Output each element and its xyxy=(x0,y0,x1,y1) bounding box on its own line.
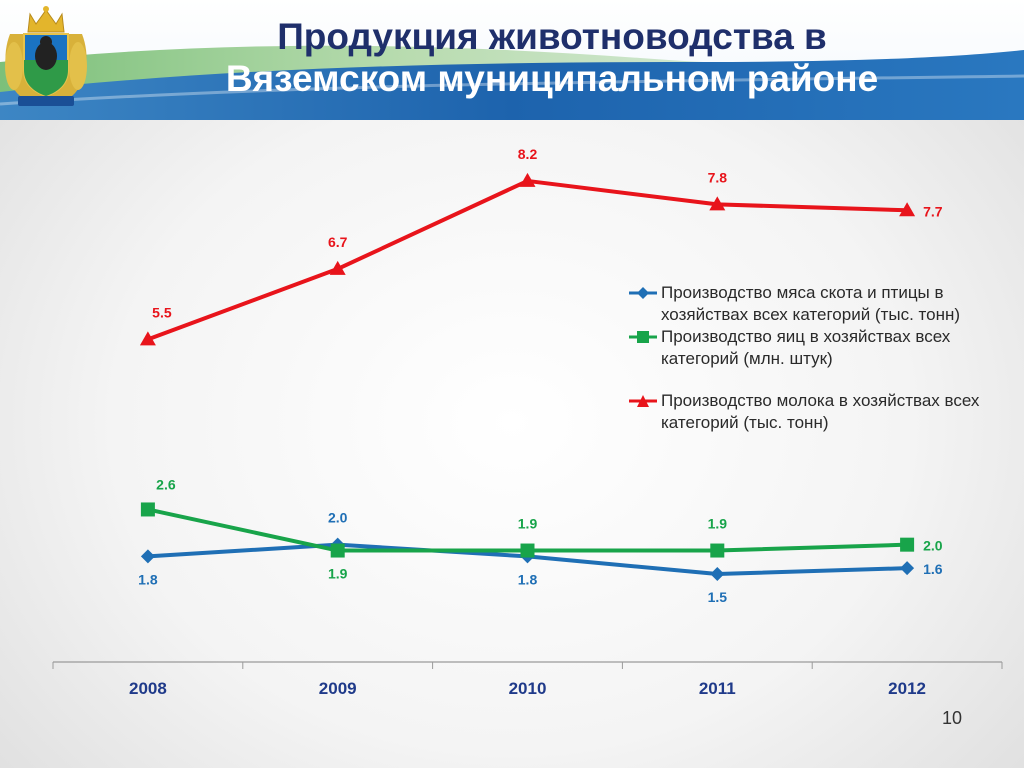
x-tick-label: 2011 xyxy=(699,679,736,698)
data-label: 2.0 xyxy=(328,510,348,526)
data-labels: 1.8 2.0 1.8 1.5 1.6 2.6 1.9 1.9 1.9 2.0 5.5 6.7 8.2 7… xyxy=(138,146,943,605)
page-number: 10 xyxy=(941,708,962,728)
data-label: 2.6 xyxy=(156,476,176,492)
data-label: 8.2 xyxy=(518,146,538,162)
data-label: 1.9 xyxy=(518,516,538,532)
data-label: 1.8 xyxy=(518,571,538,587)
line-chart: 2008 2009 2010 2011 2012 1.82.01.81.51.62.61… xyxy=(52,146,1003,698)
x-tick-label: 2010 xyxy=(509,679,547,698)
legend-label-meat: Производство мяса скота и птицы в хозяйс… xyxy=(661,283,961,324)
x-axis: 2008 2009 2010 2011 2012 xyxy=(52,661,1003,698)
data-point-diamond xyxy=(140,549,155,564)
data-label: 1.9 xyxy=(708,516,728,532)
chart-legend: Производство мяса скота и птицы в хозяйс… xyxy=(628,282,1008,434)
data-point-diamond xyxy=(900,561,915,576)
data-point-diamond xyxy=(710,567,725,581)
legend-label-eggs: Производство яиц в хозяйствах всех катег… xyxy=(661,327,951,368)
slide-header: Продукция животноводства в Вяземском мун… xyxy=(0,0,1024,120)
data-label: 1.5 xyxy=(708,589,728,605)
data-label: 6.7 xyxy=(328,234,348,250)
data-point-square xyxy=(900,537,915,552)
data-label: 2.0 xyxy=(923,538,943,554)
data-point-triangle xyxy=(899,202,916,217)
legend-marker-diamond-icon xyxy=(629,287,657,299)
legend-marker-square-icon xyxy=(629,331,657,343)
data-label: 5.5 xyxy=(152,304,172,320)
data-point-triangle xyxy=(329,260,346,275)
khabarovsk-emblem-icon xyxy=(5,6,87,106)
slide-title-line2: Вяземском муниципальном районе xyxy=(225,58,879,99)
x-tick-label: 2008 xyxy=(129,679,167,698)
header-wave-background xyxy=(0,45,1024,120)
legend-label-milk: Производство молока в хозяйствах всех ка… xyxy=(661,391,980,432)
data-label: 7.7 xyxy=(923,203,943,219)
data-point-triangle xyxy=(519,172,536,187)
data-point-square xyxy=(330,543,345,558)
chart-series xyxy=(139,172,916,581)
data-point-triangle xyxy=(709,196,726,211)
data-point-square xyxy=(710,543,725,558)
x-tick-label: 2009 xyxy=(319,679,357,698)
data-point-square xyxy=(520,543,535,558)
legend-item-milk: Производство молока в хозяйствах всех ка… xyxy=(628,390,1008,434)
legend-item-meat: Производство мяса скота и птицы в хозяйс… xyxy=(628,282,1008,326)
legend-item-eggs: Производство яиц в хозяйствах всех катег… xyxy=(628,326,1008,370)
data-label: 7.8 xyxy=(708,169,728,185)
data-point-triangle xyxy=(139,331,156,346)
legend-marker-triangle-icon xyxy=(629,395,657,407)
data-point-square xyxy=(140,502,155,517)
data-label: 1.9 xyxy=(328,566,348,582)
data-label: 1.8 xyxy=(138,571,158,587)
data-label: 1.6 xyxy=(923,561,943,577)
x-tick-label: 2012 xyxy=(888,679,926,698)
slide-title-line1: Продукция животноводства в xyxy=(277,16,827,57)
